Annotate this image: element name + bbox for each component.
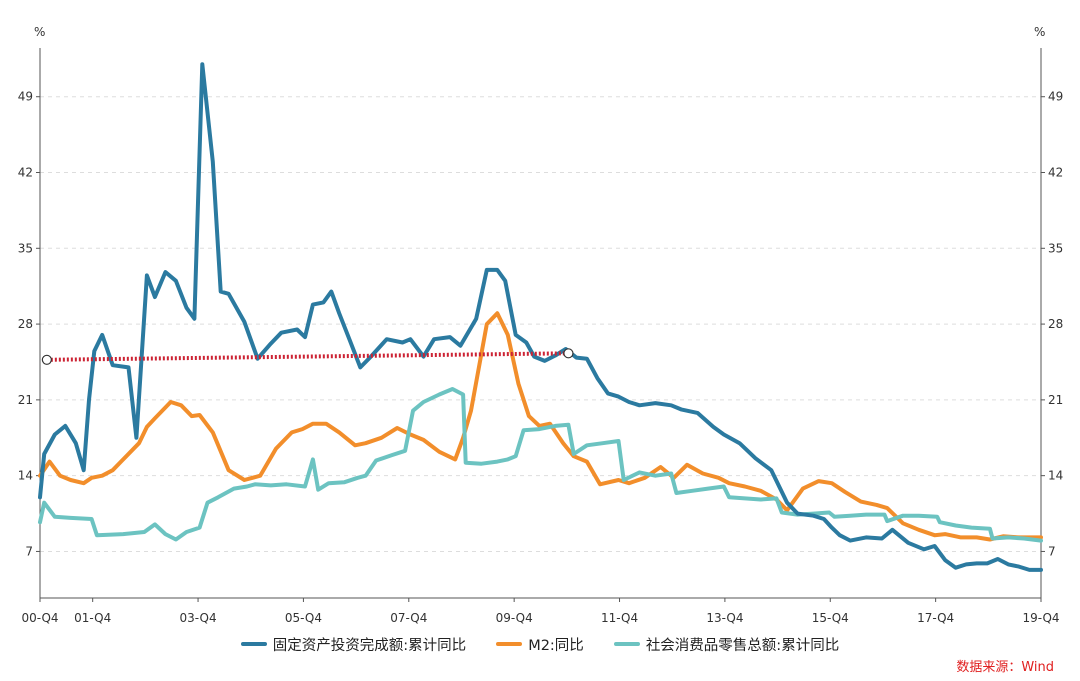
annotation bbox=[41, 348, 574, 365]
legend-item-m2[interactable]: M2:同比 bbox=[496, 634, 584, 655]
legend-swatch-retail bbox=[613, 642, 640, 646]
x-tick-label: 11-Q4 bbox=[601, 611, 638, 625]
y-tick-label-right: 28 bbox=[1048, 317, 1063, 331]
line-chart: % % 7 7 14 14 21 21 28 28 35 35 42 42 49 49 00-Q4 01-Q4… bbox=[18, 25, 1064, 625]
x-tick-label: 17-Q4 bbox=[917, 611, 954, 625]
legend-item-fai[interactable]: 固定资产投资完成额:累计同比 bbox=[240, 634, 467, 655]
x-tick-label: 19-Q4 bbox=[1022, 611, 1059, 625]
annotation-endpoint[interactable] bbox=[563, 348, 574, 359]
left-unit-label: % bbox=[34, 25, 45, 39]
x-tick-label: 13-Q4 bbox=[706, 611, 743, 625]
x-tick-label: 01-Q4 bbox=[74, 611, 111, 625]
y-tick-label-left: 14 bbox=[18, 469, 33, 483]
y-tick-label-right: 7 bbox=[1048, 544, 1056, 558]
y-tick-label-right: 49 bbox=[1048, 90, 1063, 104]
series-lines bbox=[38, 62, 1043, 572]
series-line-2 bbox=[38, 387, 1043, 543]
x-tick-label: 15-Q4 bbox=[812, 611, 849, 625]
y-tick-label-left: 28 bbox=[18, 317, 33, 331]
x-tick-label: 00-Q4 bbox=[21, 611, 58, 625]
x-tick-label: 09-Q4 bbox=[496, 611, 533, 625]
series-line-1 bbox=[38, 311, 1043, 542]
legend-item-retail[interactable]: 社会消费品零售总额:累计同比 bbox=[613, 634, 840, 655]
y-tick-label-right: 42 bbox=[1048, 166, 1063, 180]
right-unit-label: % bbox=[1034, 25, 1045, 39]
x-tick-label: 07-Q4 bbox=[390, 611, 427, 625]
x-tick-label: 05-Q4 bbox=[285, 611, 322, 625]
series-line-0 bbox=[38, 62, 1043, 572]
y-tick-label-left: 42 bbox=[18, 166, 33, 180]
axes: % % bbox=[34, 25, 1045, 599]
source-note: 数据来源：Wind bbox=[956, 660, 1054, 675]
legend-swatch-m2 bbox=[496, 642, 523, 646]
y-tick-label-right: 14 bbox=[1048, 469, 1063, 483]
y-tick-label-left: 35 bbox=[18, 241, 33, 255]
legend-swatch-fai bbox=[240, 642, 267, 646]
y-tick-label-right: 21 bbox=[1048, 393, 1063, 407]
legend-label-retail: 社会消费品零售总额:累计同比 bbox=[645, 637, 840, 654]
annotation-dotted-line bbox=[46, 351, 569, 362]
y-tick-label-left: 21 bbox=[18, 393, 33, 407]
x-tick-label: 03-Q4 bbox=[179, 611, 216, 625]
legend: 固定资产投资完成额:累计同比 M2:同比 社会消费品零售总额:累计同比 bbox=[0, 632, 1080, 656]
annotation-endpoint[interactable] bbox=[41, 354, 52, 365]
tick-labels: 7 7 14 14 21 21 28 28 35 35 42 42 49 49 00-Q4 01-Q4 03-Q… bbox=[18, 90, 1064, 625]
y-tick-label-left: 7 bbox=[25, 544, 33, 558]
y-tick-label-right: 35 bbox=[1048, 241, 1063, 255]
legend-label-m2: M2:同比 bbox=[528, 637, 584, 654]
gridlines bbox=[40, 96, 1041, 552]
legend-label-fai: 固定资产投资完成额:累计同比 bbox=[272, 637, 467, 654]
y-tick-label-left: 49 bbox=[18, 90, 33, 104]
